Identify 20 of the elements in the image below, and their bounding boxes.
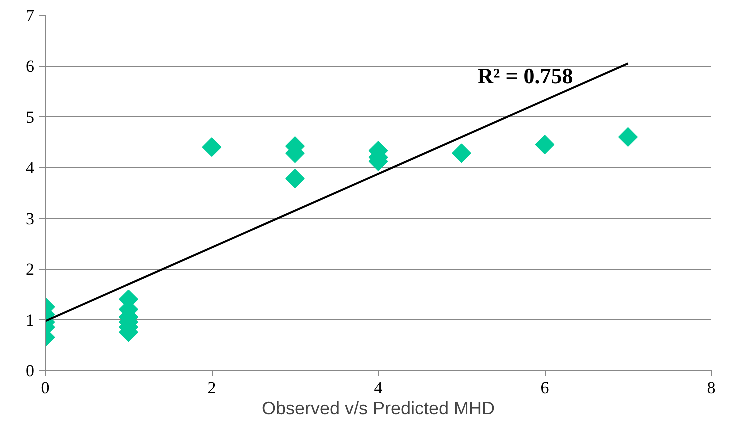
x-tick-label: 8: [707, 378, 716, 398]
point: [202, 138, 222, 158]
y-tick-label: 0: [26, 362, 34, 380]
x-tick-label: 0: [41, 378, 50, 398]
x-tick-label: 6: [540, 378, 550, 398]
x-tick-label: 4: [374, 378, 384, 398]
point: [286, 169, 305, 188]
x-axis-title: Observed v/s Predicted MHD: [262, 398, 496, 418]
point: [535, 135, 555, 155]
y-tick-label: 1: [26, 310, 34, 330]
y-tick-label: 3: [26, 209, 34, 228]
y-tick-label: 4: [26, 158, 35, 178]
point: [618, 128, 638, 147]
point: [452, 144, 472, 164]
y-tick-label: 7: [26, 6, 35, 26]
y-tick-label: 5: [26, 108, 34, 127]
y-tick-label: 6: [26, 57, 34, 76]
x-tick-label: 2: [208, 378, 216, 398]
annotation: R² = 0.758: [478, 64, 574, 88]
y-tick-label: 2: [26, 260, 34, 280]
